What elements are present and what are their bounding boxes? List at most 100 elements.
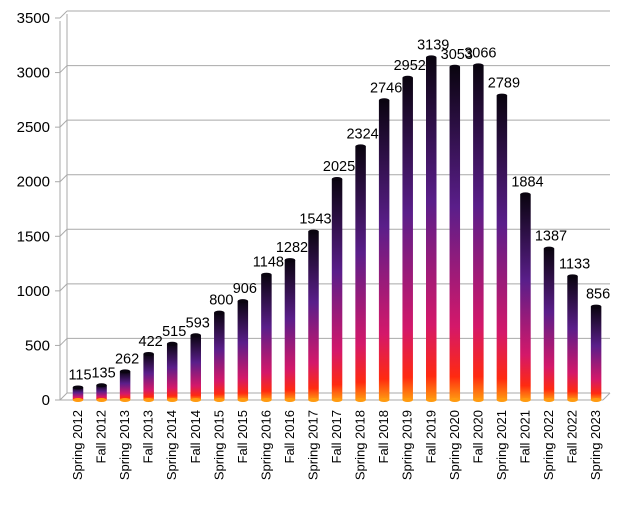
bar-body [190,335,201,400]
bar-base [496,398,508,402]
bar-cap [449,64,461,69]
y-tick-label: 1500 [17,228,50,245]
x-tick-label: Fall 2018 [376,410,391,463]
bar [355,144,366,402]
data-label: 2789 [488,76,520,92]
bar-base [402,398,413,402]
bar-base [567,398,578,402]
bar-base [261,398,272,402]
bar-base [590,398,602,402]
bar [190,333,201,402]
x-axis-end-diagonal [602,392,611,401]
bar-cap [190,333,201,338]
x-tick-label: Spring 2012 [70,410,85,480]
x-tick-label: Fall 2021 [517,410,532,463]
data-label: 115 [68,367,91,383]
data-label: 593 [186,315,210,331]
bar-body [308,231,319,400]
bar-body [166,343,178,400]
gridline-diagonal [59,10,68,19]
bar [96,383,107,402]
bar [166,341,178,402]
bar-cap [520,192,531,197]
x-tick-label: Fall 2012 [94,410,109,463]
bar [567,274,578,402]
data-label: 1387 [535,229,567,245]
x-tick-label: Spring 2017 [306,410,321,480]
bar [590,304,602,402]
y-tick-labels: 0 500 1000 1500 2000 2500 3000 3500 [17,10,50,409]
bar [378,98,390,402]
bar [543,246,555,402]
gridline-diagonal [59,283,68,292]
data-label: 1884 [511,174,543,190]
x-tick-labels: Spring 2012 Fall 2012 Spring 2013 Fall 2013… [70,410,603,480]
data-label: 422 [139,334,163,350]
bar-base [237,398,249,402]
bar-body [543,248,555,400]
data-label: 856 [586,287,610,303]
x-tick-label: Spring 2023 [588,410,603,480]
x-tick-label: Spring 2015 [211,410,226,480]
bar-base [355,398,366,402]
bar [331,176,343,402]
y-tick-label: 2000 [17,174,50,191]
bar-base [473,398,484,402]
gridline-diagonal [59,65,68,73]
bar-base [190,398,201,402]
data-label: 1282 [276,240,308,256]
gridline-diagonal [59,338,68,346]
bar [72,385,84,402]
bar-base [143,398,154,402]
bar-base [308,398,319,402]
bar-cap [473,63,484,68]
x-tick-label: Spring 2021 [494,410,509,480]
bar-base [378,398,390,402]
bar-base [543,398,555,402]
data-label: 262 [115,351,139,367]
data-label: 1148 [253,255,284,271]
bar-body [496,95,508,400]
x-tick-label: Fall 2020 [470,410,485,463]
bar-base [214,398,225,402]
data-label: 3066 [464,45,496,61]
bar-cap [72,385,84,390]
x-tick-label: Spring 2018 [353,410,368,480]
bar-body [520,194,531,400]
bar-body [378,100,390,401]
y-tick-label: 1000 [17,283,50,300]
x-tick-label: Spring 2016 [258,410,273,480]
bar-cap [496,93,508,98]
bar-base [520,398,531,402]
x-tick-label: Spring 2019 [400,410,415,480]
bar-body [214,312,225,400]
bar-cap [284,258,296,263]
x-tick-label: Spring 2013 [117,410,132,480]
gridline-diagonal [59,392,68,401]
data-label: 2324 [346,126,378,142]
data-label: 515 [162,324,186,340]
bar-base [72,398,84,402]
x-tick-label: Fall 2015 [235,410,250,463]
bar [473,63,484,402]
bar-cap [214,310,225,315]
bar-base [166,398,178,402]
bar-body [72,387,84,400]
bar-cap [308,229,319,234]
bar-cap [402,75,413,80]
y-tick-label: 3500 [17,10,50,27]
data-label: 2952 [394,58,426,74]
bar-cap [355,144,366,149]
bar [496,93,508,402]
gridline-diagonal [59,174,68,183]
data-label: 135 [91,365,115,381]
data-label: 3053 [441,47,473,63]
x-tick-label: Fall 2017 [329,410,344,463]
bar-body [143,353,154,400]
bar-cap [143,351,154,356]
bar-base [331,398,343,402]
bar [284,258,296,402]
y-tick-label: 0 [42,392,50,409]
